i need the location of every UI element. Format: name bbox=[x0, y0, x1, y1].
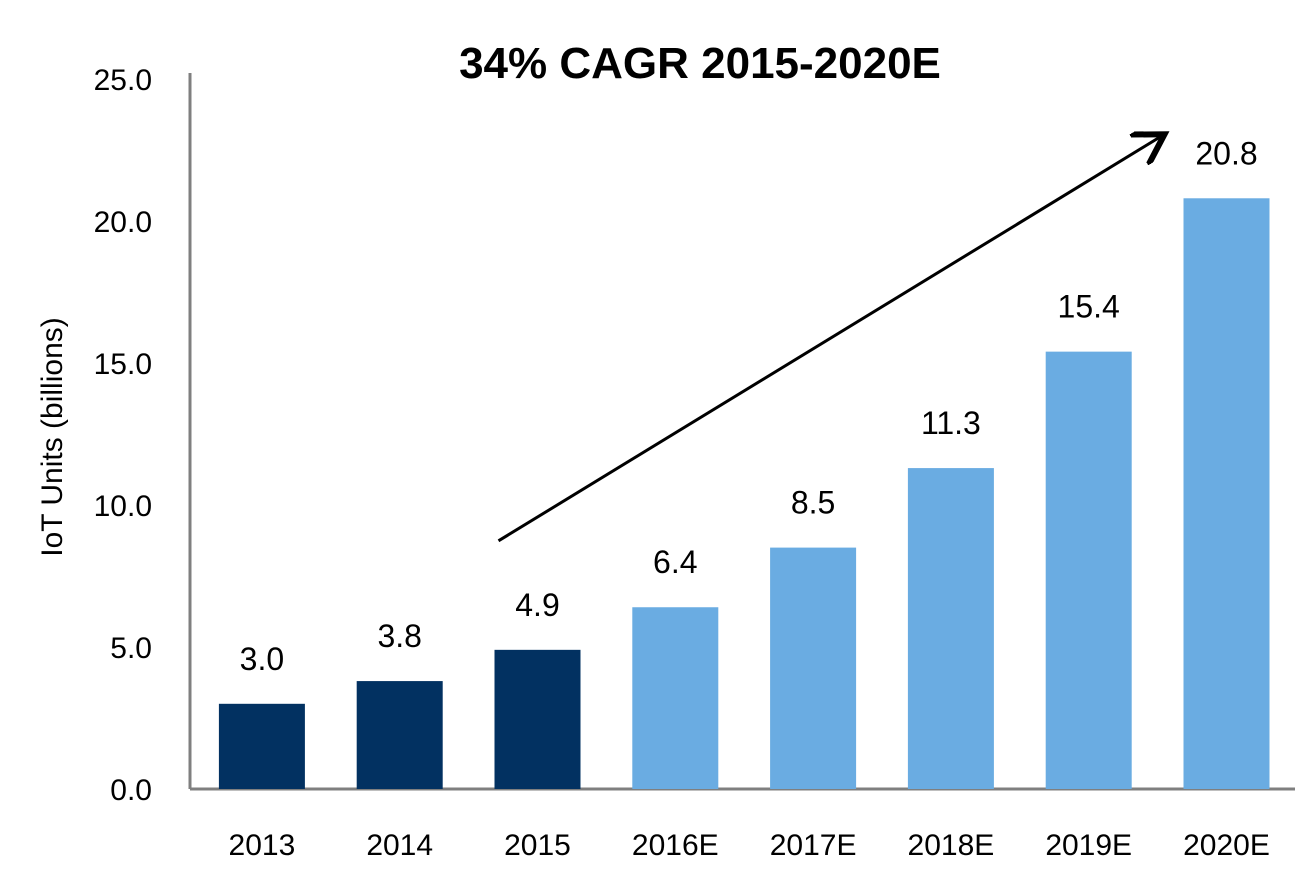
data-label-2020e: 20.8 bbox=[1195, 135, 1257, 171]
x-tick-label-2016e: 2016E bbox=[632, 829, 719, 862]
bar-2015 bbox=[494, 649, 581, 789]
y-tick-label: 10.0 bbox=[94, 490, 152, 523]
x-tick-label-2013: 2013 bbox=[229, 829, 296, 862]
bar-2018e bbox=[907, 468, 994, 789]
data-label-2018e: 11.3 bbox=[921, 405, 981, 441]
bar-2020e bbox=[1183, 198, 1270, 789]
bar-2017e bbox=[770, 547, 857, 789]
bar-2014 bbox=[356, 681, 443, 789]
chart-title: 34% CAGR 2015-2020E bbox=[459, 39, 941, 88]
data-label-2017e: 8.5 bbox=[791, 485, 835, 521]
y-axis-title: IoT Units (billions) bbox=[36, 317, 69, 557]
y-tick-label: 0.0 bbox=[110, 774, 152, 807]
data-label-2013: 3.0 bbox=[240, 641, 284, 677]
x-tick-label-2015: 2015 bbox=[504, 829, 571, 862]
data-label-2019e: 15.4 bbox=[1058, 289, 1120, 325]
bar-2016e bbox=[632, 607, 719, 789]
x-tick-label-2018e: 2018E bbox=[908, 829, 995, 862]
trend-arrow bbox=[497, 134, 1165, 543]
y-tick-label: 20.0 bbox=[94, 206, 152, 239]
labels: 3.0 2013 3.8 2014 4.9 2015 6.4 2016E 8.5 2017E 11.… bbox=[229, 135, 1270, 862]
bar-2013 bbox=[218, 703, 305, 789]
data-label-2016e: 6.4 bbox=[653, 544, 697, 580]
x-tick-label-2014: 2014 bbox=[366, 829, 433, 862]
bar-2019e bbox=[1045, 351, 1132, 789]
y-tick-label: 15.0 bbox=[94, 348, 152, 381]
data-label-2015: 4.9 bbox=[515, 587, 559, 623]
x-tick-label-2019e: 2019E bbox=[1045, 829, 1132, 862]
bars bbox=[218, 198, 1270, 789]
x-tick-label-2017e: 2017E bbox=[770, 829, 857, 862]
y-tick-label: 5.0 bbox=[110, 632, 152, 665]
data-label-2014: 3.8 bbox=[377, 618, 421, 654]
y-tick-label: 25.0 bbox=[94, 64, 152, 97]
x-tick-label-2020e: 2020E bbox=[1183, 829, 1270, 862]
